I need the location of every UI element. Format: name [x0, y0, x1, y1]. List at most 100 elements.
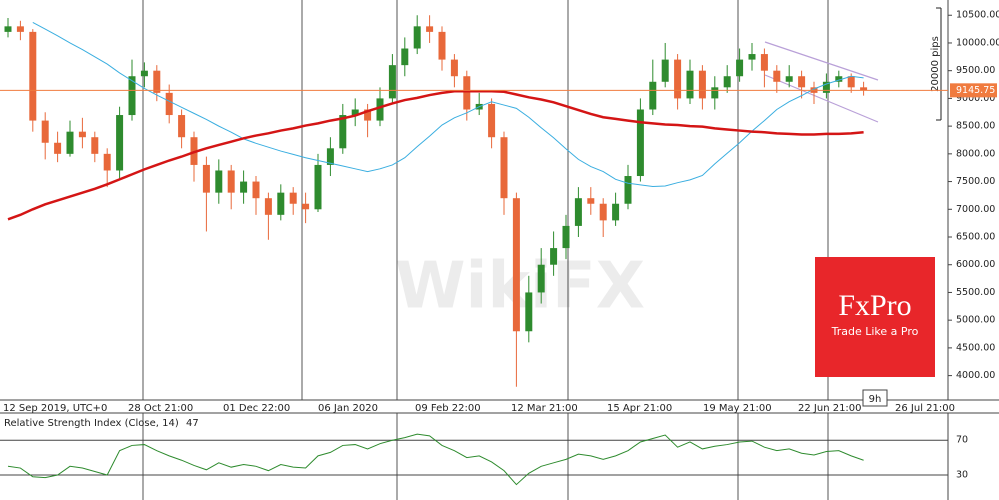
candle-body	[649, 81, 657, 110]
candle-body	[847, 76, 855, 88]
logo: FxPro Trade Like a Pro	[815, 257, 935, 377]
candle-body	[822, 81, 830, 93]
candle-body	[574, 198, 582, 226]
range-label: 20000 pips	[930, 36, 941, 92]
candle-body	[302, 203, 310, 210]
candle-body	[202, 164, 210, 193]
candle-body	[860, 87, 868, 91]
candle-body	[103, 153, 111, 171]
candle-body	[711, 87, 719, 99]
candle-body	[674, 59, 682, 99]
candle-body	[438, 31, 446, 60]
y-tick-label: 10500.00	[956, 10, 999, 21]
candle-body	[550, 248, 558, 265]
logo-box	[815, 257, 935, 377]
y-tick-label: 6500.00	[956, 232, 995, 243]
timeframe-label: 9h	[869, 394, 882, 405]
candle-body	[314, 164, 322, 210]
candle-body	[252, 181, 260, 199]
candle-body	[140, 70, 148, 77]
candle-body	[215, 170, 223, 193]
x-tick-label: 06 Jan 2020	[318, 403, 378, 414]
candle-body	[116, 115, 124, 171]
candle-body	[773, 70, 781, 82]
candle-body	[178, 115, 186, 138]
timeframe-box	[862, 389, 888, 407]
channel-line	[764, 41, 879, 81]
candle-body	[153, 70, 161, 93]
candle-body	[736, 59, 744, 77]
candle-body	[41, 120, 49, 143]
candle-body	[413, 26, 421, 49]
candle-body	[78, 131, 86, 138]
y-tick-label: 8000.00	[956, 148, 995, 159]
x-tick-label: 26 Jul 21:00	[895, 403, 955, 414]
rsi-line	[7, 433, 864, 486]
y-tick-label: 70	[956, 435, 968, 446]
candle-body	[388, 65, 396, 99]
candle-body	[562, 225, 570, 249]
logo-name: FxPro	[838, 289, 911, 322]
candle-body	[16, 26, 24, 32]
candle-body	[723, 76, 731, 88]
candle-body	[587, 198, 595, 204]
x-tick-label: 12 Mar 21:00	[511, 403, 578, 414]
candle-body	[66, 131, 74, 154]
candle-body	[500, 137, 508, 199]
candle-body	[426, 26, 434, 32]
y-tick-label: 10000.00	[956, 37, 999, 48]
candle-body	[240, 181, 248, 193]
candle-body	[289, 192, 297, 204]
y-tick-label: 5000.00	[956, 315, 995, 326]
y-tick-label: 7000.00	[956, 204, 995, 215]
period-separators	[142, 0, 829, 500]
candle-body	[165, 92, 173, 116]
candle-body	[624, 176, 632, 204]
candle-body	[227, 170, 235, 193]
candle-body	[54, 142, 62, 154]
moving-average	[32, 22, 864, 188]
y-tick-label: 5500.00	[956, 287, 995, 298]
y-tick-label: 7500.00	[956, 176, 995, 187]
rsi-value: 47	[186, 418, 199, 429]
candle-body	[401, 48, 409, 66]
candle-body	[835, 76, 843, 82]
candle-body	[91, 137, 99, 154]
candle-body	[351, 109, 359, 116]
candle-body	[488, 103, 496, 138]
y-tick-label: 6000.00	[956, 259, 995, 270]
candle-body	[760, 54, 768, 71]
candle-body	[686, 70, 694, 99]
candle-body	[277, 192, 285, 215]
candle-body	[599, 203, 607, 221]
candle-body	[748, 54, 756, 60]
candle-body	[450, 59, 458, 77]
watermark: WikiFX	[395, 250, 645, 324]
candle-body	[128, 76, 136, 116]
x-tick-label: 01 Dec 22:00	[223, 403, 290, 414]
candle-body	[264, 198, 272, 215]
x-tick-label: 22 Jun 21:00	[798, 403, 862, 414]
candle-body	[661, 59, 669, 82]
x-tick-label: 09 Feb 22:00	[415, 403, 481, 414]
last-price-label: 9145.75	[956, 85, 995, 96]
candle-body	[525, 292, 533, 332]
candle-body	[463, 76, 471, 110]
trend-channel	[764, 41, 879, 123]
x-tick-label: 15 Apr 21:00	[607, 403, 672, 414]
x-tick-label: 12 Sep 2019, UTC+0	[3, 403, 107, 414]
candle-body	[326, 148, 334, 165]
y-tick-label: 4500.00	[956, 342, 995, 353]
candle-body	[339, 115, 347, 149]
y-tick-label: 30	[956, 470, 968, 481]
last-price-tag	[950, 83, 997, 98]
x-tick-label: 28 Oct 21:00	[128, 403, 193, 414]
candle-body	[29, 31, 37, 121]
candle-body	[636, 109, 644, 177]
candle-body	[785, 76, 793, 82]
candle-body	[4, 26, 12, 32]
channel-line	[764, 74, 879, 123]
y-tick-label: 9000.00	[956, 93, 995, 104]
